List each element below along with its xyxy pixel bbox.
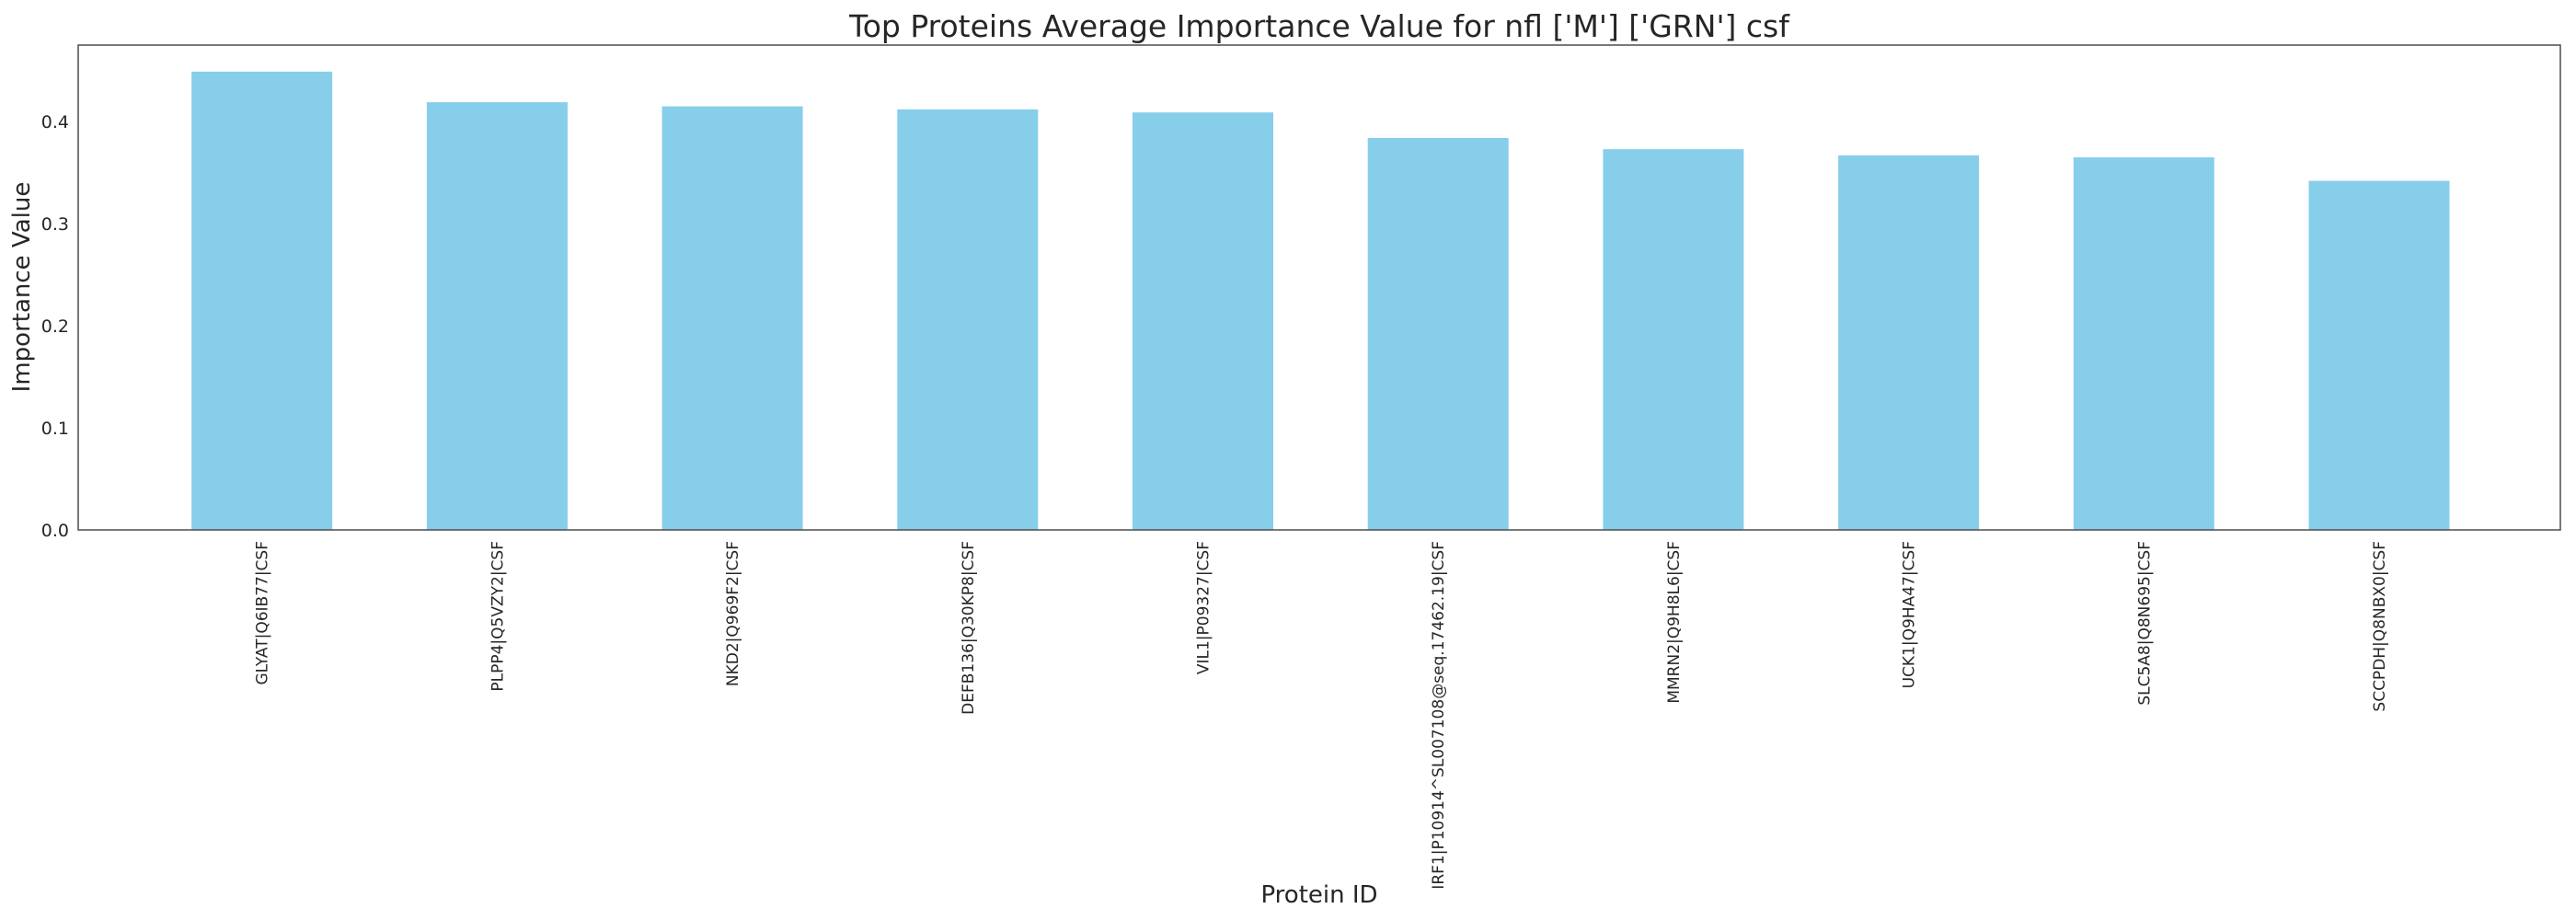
x-tick-label: PLPP4|Q5VZY2|CSF (489, 541, 507, 692)
plot-frame (77, 44, 2561, 531)
y-tick-label: 0.2 (41, 316, 69, 337)
x-tick-label: GLYAT|Q6IB77|CSF (254, 541, 272, 685)
bar (1838, 155, 1980, 530)
x-tick-label: SLC5A8|Q8N695|CSF (2135, 541, 2154, 706)
bar (897, 109, 1039, 530)
bar (1133, 112, 1273, 530)
bar (661, 106, 803, 530)
x-tick-label: SCCPDH|Q8NBX0|CSF (2371, 541, 2389, 712)
x-tick-label: UCK1|Q9HA47|CSF (1901, 541, 1919, 688)
bar (191, 71, 333, 530)
y-axis-label: Importance Value (8, 182, 36, 393)
bar (1603, 149, 1744, 530)
bars-group (191, 71, 2450, 531)
y-tick-label: 0.1 (41, 419, 69, 439)
x-tick-label: VIL1|P09327|CSF (1195, 541, 1213, 674)
bar (2073, 157, 2214, 530)
bar (1367, 137, 1509, 531)
x-tick-label: MMRN2|Q9H8L6|CSF (1665, 541, 1684, 704)
y-tick-label: 0.0 (41, 521, 69, 541)
x-axis-label: Protein ID (1260, 881, 1377, 909)
y-tick-label: 0.3 (41, 214, 69, 235)
x-tick-label: NKD2|Q969F2|CSF (724, 541, 742, 686)
y-tick-label: 0.4 (41, 112, 69, 132)
x-axis-labels: GLYAT|Q6IB77|CSF PLPP4|Q5VZY2|CSF NKD2|Q96… (254, 541, 2389, 890)
bar (426, 102, 568, 530)
chart-title: Top Proteins Average Importance Value fo… (848, 8, 1790, 44)
y-axis-ticks: 0.0 0.1 0.2 0.3 0.4 (41, 112, 69, 541)
x-tick-label: IRF1|P10914^SL007108@seq.17462.19|CSF (1430, 541, 1448, 890)
bar (2308, 180, 2450, 530)
x-tick-label: DEFB136|Q30KP8|CSF (960, 541, 978, 715)
